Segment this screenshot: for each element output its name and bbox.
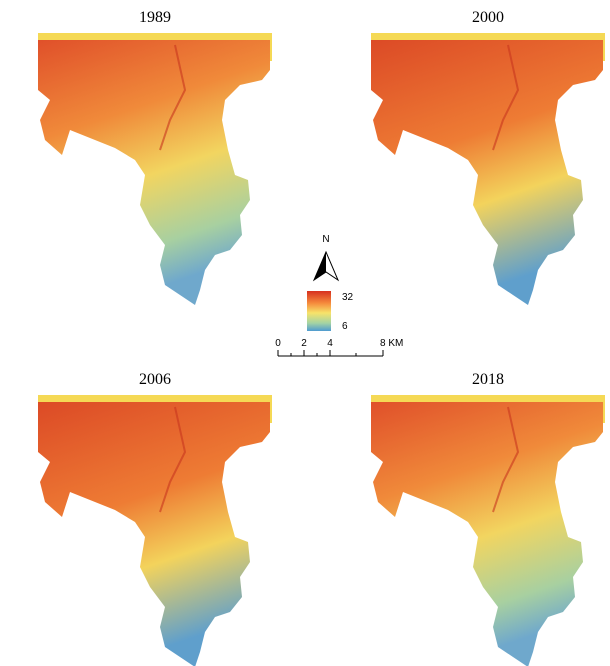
map-region	[38, 395, 272, 666]
scale-bar	[278, 350, 383, 356]
panel-2018: 2018	[371, 371, 605, 666]
map-region	[371, 395, 605, 666]
map-region	[371, 33, 605, 305]
panel-2000: 2000	[371, 9, 605, 305]
scale-label: 2	[301, 338, 307, 349]
scale-label: 8 KM	[380, 338, 403, 349]
map-figure: 1989 2000 2006 2018 N 32 6 0 2 4 8 KM	[0, 0, 610, 666]
panel-title: 1989	[139, 9, 171, 26]
scale-label: 0	[275, 338, 281, 349]
legend: 32 6	[307, 291, 354, 332]
panel-title: 2018	[472, 371, 504, 388]
legend-min: 6	[342, 321, 348, 332]
legend-max: 32	[342, 292, 354, 303]
north-arrow: N	[314, 234, 338, 280]
panel-1989: 1989	[38, 9, 272, 305]
scale-labels: 0 2 4 8 KM	[275, 338, 403, 349]
panel-2006: 2006	[38, 371, 272, 666]
legend-ramp	[307, 291, 331, 331]
north-label: N	[322, 234, 329, 245]
map-region	[38, 33, 272, 305]
panel-title: 2006	[139, 371, 171, 388]
panel-title: 2000	[472, 9, 504, 26]
scale-label: 4	[327, 338, 333, 349]
